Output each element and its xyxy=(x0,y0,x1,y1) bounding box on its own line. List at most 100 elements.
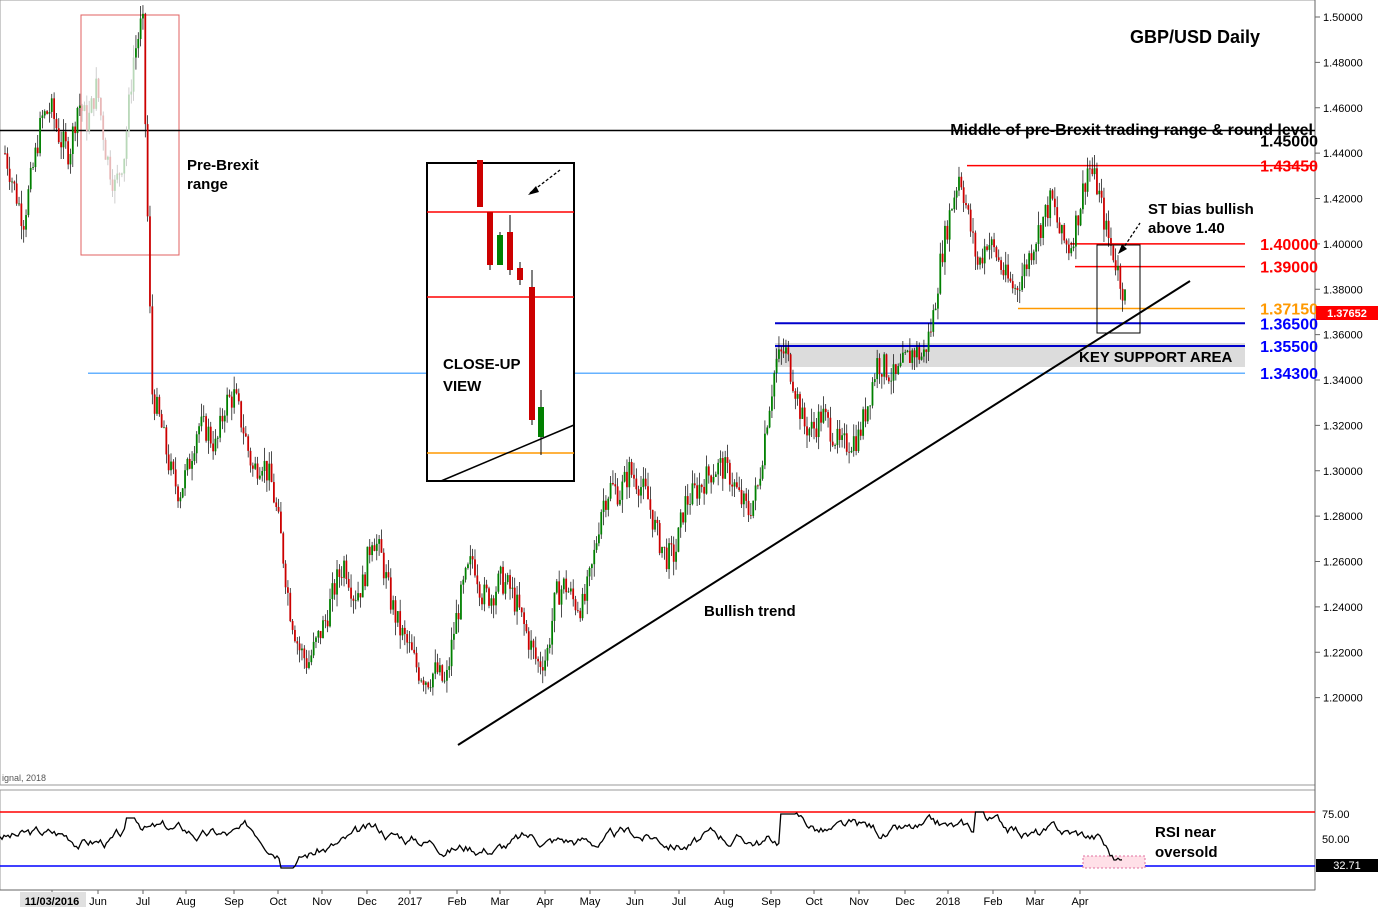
candle-body xyxy=(1124,289,1126,301)
candle-body xyxy=(1093,168,1096,175)
candle-body xyxy=(216,437,219,439)
level-lines: 1.45000 1.43450 1.40000 1.39000 1.371501.365… xyxy=(0,129,1318,383)
candle-body xyxy=(235,389,238,394)
candle-body xyxy=(1065,240,1068,245)
candle-body xyxy=(831,441,834,446)
closeup-frame xyxy=(426,162,575,482)
candle-body xyxy=(191,461,193,469)
candle-body xyxy=(263,460,266,471)
candle-body xyxy=(647,486,649,500)
candle-body xyxy=(212,443,215,452)
key-support-band xyxy=(775,343,1245,367)
candle-body xyxy=(282,533,285,564)
level-label-1: 1.43450 xyxy=(1260,159,1318,176)
candle-body xyxy=(1025,264,1028,270)
candle-body xyxy=(537,658,540,662)
candle-body xyxy=(464,568,467,580)
middle-range-label: Middle of pre-Brexit trading range & rou… xyxy=(950,122,1313,139)
candle-body xyxy=(113,179,116,191)
candle-body xyxy=(244,433,247,437)
candle-body xyxy=(462,579,465,585)
bullish-trendline xyxy=(457,280,1191,746)
candle-body xyxy=(1044,204,1047,217)
candle-body xyxy=(1082,183,1084,210)
candle-body xyxy=(319,630,322,639)
candle-body xyxy=(527,631,530,650)
rsi-oversold-highlight xyxy=(1082,855,1146,869)
candle-body xyxy=(163,427,165,429)
candle-body xyxy=(789,354,792,382)
rsi-value-tag xyxy=(1316,859,1378,872)
candle-body xyxy=(366,546,369,587)
candle-body xyxy=(403,627,406,635)
candle-body xyxy=(294,629,296,642)
candle-body xyxy=(698,484,701,499)
candle-body xyxy=(160,414,163,428)
candle-body xyxy=(953,197,956,210)
candle-body xyxy=(1035,243,1038,252)
candle-body xyxy=(862,409,865,436)
candle-body xyxy=(139,18,142,39)
candle-body xyxy=(866,406,869,422)
candle-body xyxy=(177,486,179,502)
candle-body xyxy=(899,362,902,367)
candle-body xyxy=(820,411,822,423)
candle-body xyxy=(389,577,392,610)
candle-body xyxy=(876,358,879,380)
candle-body xyxy=(1056,207,1059,223)
candle-body xyxy=(340,576,343,578)
candle-body xyxy=(761,465,764,479)
candle-body xyxy=(427,682,430,688)
candle-body xyxy=(130,91,133,95)
candle-body xyxy=(240,401,243,428)
candle-body xyxy=(172,461,175,470)
candle-body xyxy=(296,641,299,644)
candle-body xyxy=(272,482,275,503)
candle-body xyxy=(651,509,654,530)
candle-body xyxy=(726,457,729,463)
candle-body xyxy=(1046,204,1049,219)
candle-body xyxy=(156,396,158,414)
st-bias-label: ST bias bullish xyxy=(1148,201,1254,218)
candle-body xyxy=(583,593,586,601)
x-tick-label-3: Aug xyxy=(176,896,196,908)
candle-body xyxy=(111,179,114,191)
candle-body xyxy=(469,556,472,565)
x-tick-label-6: Nov xyxy=(312,896,332,908)
candle-body xyxy=(707,466,710,476)
candle-body xyxy=(600,512,603,535)
candle-body xyxy=(53,98,56,119)
candle-body xyxy=(990,239,993,246)
x-tick-label-8: 2017 xyxy=(398,896,422,908)
candle-body xyxy=(76,107,79,134)
candle-body xyxy=(923,349,925,357)
candle-body xyxy=(598,534,600,544)
candle-body xyxy=(1112,245,1115,261)
y-tick-label-7: 1.36000 xyxy=(1323,330,1363,342)
rsi-tick-label-0: 75.00 xyxy=(1322,809,1350,821)
candle-body xyxy=(85,105,88,132)
candle-body xyxy=(845,433,848,452)
candle-body xyxy=(233,389,236,408)
candle-body xyxy=(513,587,516,612)
level-label-2: 1.40000 xyxy=(1260,237,1318,254)
candle-body xyxy=(1060,225,1063,234)
candle-body xyxy=(658,523,661,554)
level-label-3: 1.39000 xyxy=(1260,260,1318,277)
candle-body xyxy=(1117,265,1119,271)
candle-body xyxy=(525,624,528,632)
candle-body xyxy=(1049,190,1052,219)
candle-body xyxy=(343,560,345,578)
candle-body xyxy=(532,640,535,648)
candle-body xyxy=(712,476,715,483)
candle-body xyxy=(4,153,6,154)
candle-body xyxy=(824,408,827,413)
candle-body xyxy=(490,598,493,606)
candle-body xyxy=(254,463,257,469)
candle-body xyxy=(836,428,839,446)
candle-body xyxy=(375,543,378,551)
candle-body xyxy=(951,209,953,211)
candle-body xyxy=(420,680,423,682)
x-tick-label-17: Oct xyxy=(805,896,822,908)
candle-body xyxy=(897,366,900,374)
